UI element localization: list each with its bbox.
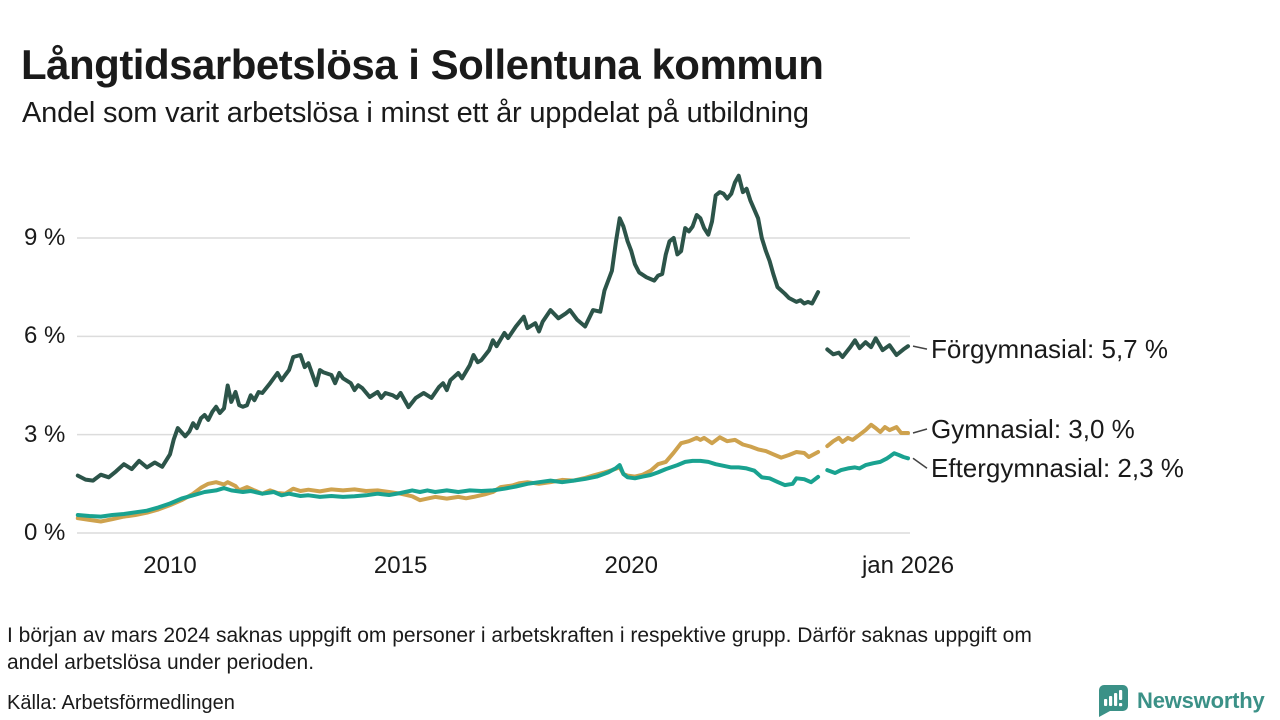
newsworthy-logo-icon [1099, 685, 1128, 717]
footnote-line-1: I början av mars 2024 saknas uppgift om … [7, 624, 1032, 647]
gridlines [77, 237, 910, 534]
source-credit: Källa: Arbetsförmedlingen [7, 692, 235, 714]
newsworthy-logo-text: Newsworthy [1137, 688, 1265, 713]
series-line-forgymnasial [75, 173, 821, 483]
x-tick-label: 2020 [604, 552, 658, 579]
chart-series-lines [75, 173, 910, 524]
series-label-eftergymnasial: Eftergymnasial: 2,3 % [931, 453, 1184, 484]
page-title: Långtidsarbetslösa i Sollentuna kommun [21, 41, 824, 89]
label-connectors [912, 345, 928, 469]
y-tick-label: 6 % [24, 322, 66, 350]
page-subtitle: Andel som varit arbetslösa i minst ett å… [22, 97, 809, 129]
x-tick-label: 2010 [143, 552, 197, 579]
connector-eftergymnasial [912, 457, 928, 469]
series-line-gymnasial [825, 422, 910, 449]
series-line-gymnasial [75, 435, 821, 524]
footnote-line-2: andel arbetslösa under perioden. [7, 651, 315, 674]
series-line-eftergymnasial [75, 458, 821, 519]
y-tick-label: 3 % [24, 420, 66, 448]
x-tick-label: jan 2026 [861, 552, 955, 579]
y-tick-label: 0 % [24, 519, 66, 546]
series-line-forgymnasial [825, 336, 910, 359]
series-label-gymnasial: Gymnasial: 3,0 % [931, 414, 1135, 445]
connector-forgymnasial [912, 345, 928, 350]
series-line-eftergymnasial [825, 451, 910, 475]
y-tick-label: 9 % [24, 223, 66, 251]
series-label-forgymnasial: Förgymnasial: 5,7 % [931, 334, 1168, 365]
footnote: I början av mars 2024 saknas uppgift om … [7, 622, 1257, 676]
connector-gymnasial [912, 428, 928, 434]
x-tick-label: 2015 [373, 552, 428, 579]
newsworthy-brand: Newsworthy [1096, 684, 1265, 718]
